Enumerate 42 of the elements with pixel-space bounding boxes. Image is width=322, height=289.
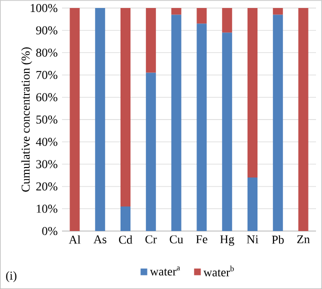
- bar: [171, 14, 182, 232]
- bar: [272, 8, 283, 15]
- y-tick-label: 90%: [36, 26, 58, 34]
- bar: [146, 72, 156, 232]
- bar: [222, 8, 232, 33]
- bar: [120, 8, 130, 207]
- x-tick-label: Ni: [246, 235, 258, 244]
- bar: [222, 32, 232, 232]
- bar: [298, 8, 308, 232]
- y-axis-title: Cumulative concentration (%): [21, 47, 32, 192]
- y-tick-label: 20%: [36, 182, 58, 191]
- bar: [196, 24, 207, 232]
- y-tick-label: 70%: [36, 70, 58, 80]
- legend-label: water$^{b}$: [203, 266, 234, 276]
- x-tick-label: Cu: [170, 235, 184, 244]
- bar: [146, 8, 156, 73]
- bar: [95, 8, 106, 232]
- y-tick-label: 30%: [36, 160, 58, 168]
- y-tick-label: 10%: [36, 204, 58, 213]
- bar: [70, 8, 80, 232]
- x-tick-label: Al: [68, 235, 80, 244]
- bar: [248, 178, 258, 232]
- bar: [272, 14, 283, 232]
- y-tick-label: 0%: [42, 226, 58, 236]
- bar: [120, 206, 130, 232]
- text: (i): [6, 271, 16, 282]
- x-tick-label: Pb: [272, 235, 284, 244]
- x-tick-label: As: [94, 235, 106, 244]
- bar: [196, 8, 207, 24]
- x-tick-label: Cr: [145, 235, 157, 244]
- y-tick-label: 80%: [36, 48, 58, 57]
- y-tick-label: 100%: [30, 4, 58, 12]
- x-tick-label: Cd: [119, 235, 132, 244]
- x-tick-label: Zn: [297, 235, 310, 244]
- x-tick-label: Fe: [196, 235, 208, 244]
- x-tick-label: Hg: [220, 235, 234, 246]
- bar: [248, 8, 258, 178]
- y-tick-label: 40%: [36, 138, 58, 146]
- y-tick-label: 50%: [36, 115, 58, 124]
- y-tick-label: 60%: [36, 93, 58, 102]
- legend-label: water$^{a}$: [150, 266, 180, 276]
- bar: [171, 8, 182, 15]
